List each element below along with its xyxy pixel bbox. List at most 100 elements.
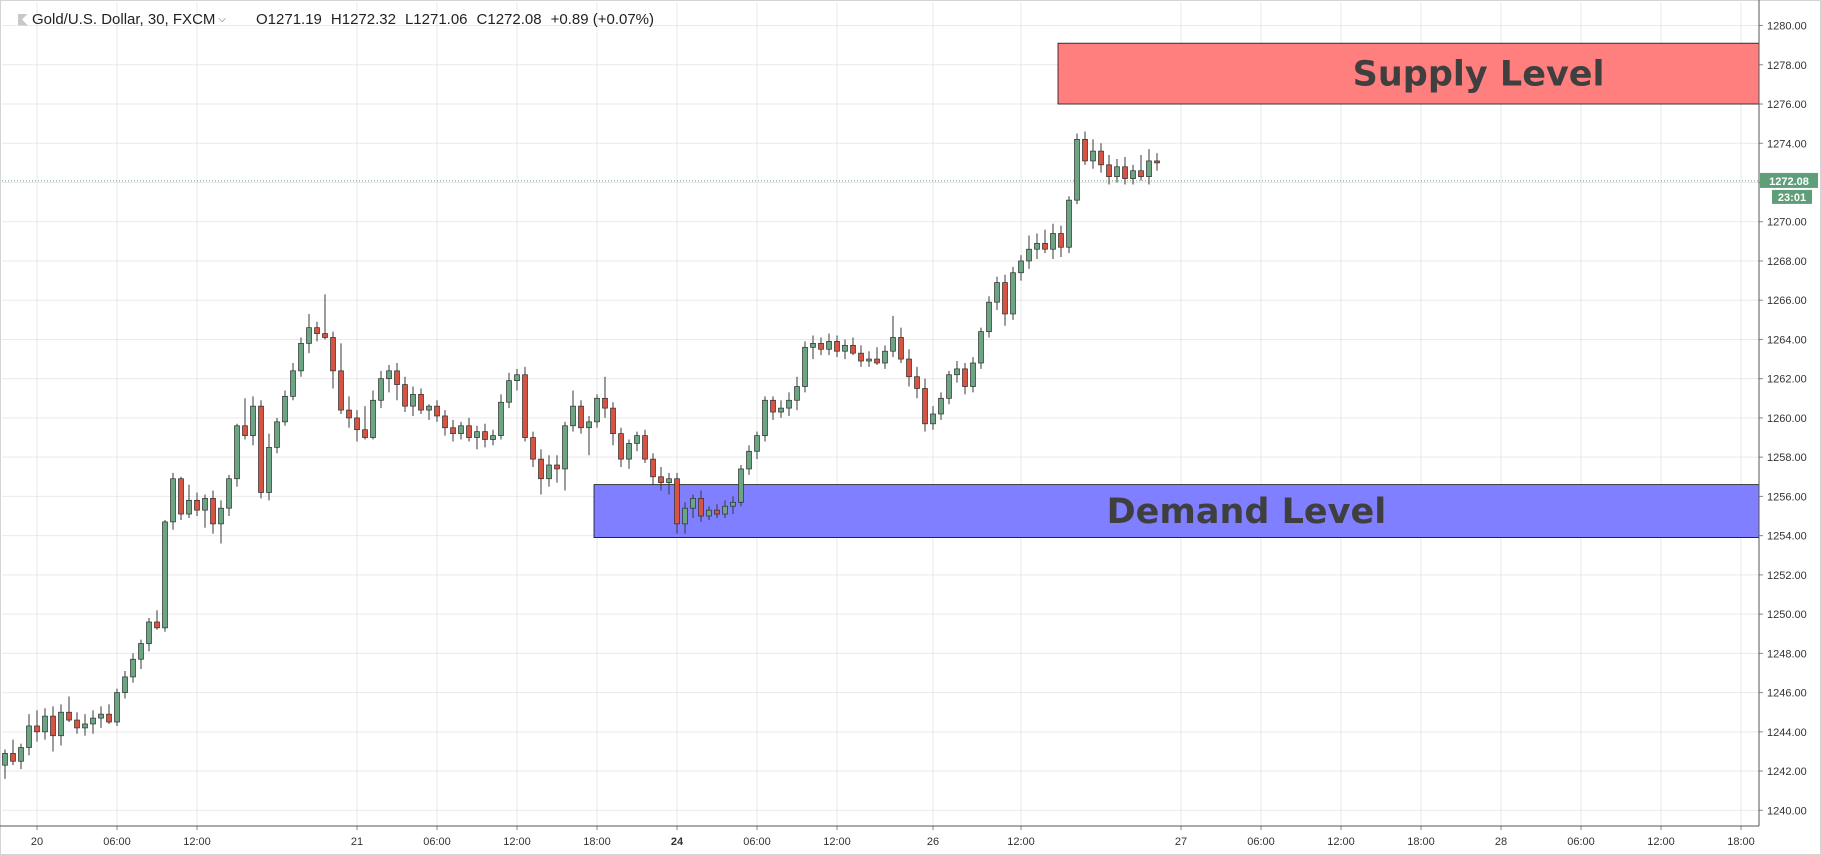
candle-body <box>962 368 968 387</box>
candle-body <box>770 399 776 413</box>
candle-body <box>754 435 760 452</box>
candle-body <box>1154 160 1160 164</box>
candle <box>698 490 704 522</box>
candle <box>106 704 112 724</box>
candle-body <box>1050 233 1056 250</box>
candle <box>762 396 768 442</box>
candle-body <box>362 429 368 438</box>
candle-body <box>634 435 640 444</box>
candle-body <box>1034 242 1040 250</box>
candle <box>66 696 72 723</box>
candle-body <box>298 343 304 372</box>
candle <box>378 370 384 409</box>
candle-body <box>426 405 432 411</box>
candle <box>1074 133 1080 205</box>
candle <box>626 439 632 469</box>
close-value: C1272.08 <box>476 11 542 28</box>
candle-body <box>1082 138 1088 162</box>
candle-body <box>66 711 72 721</box>
candle <box>1042 229 1048 254</box>
candle <box>170 472 176 530</box>
candle <box>618 427 624 467</box>
candle <box>42 708 48 740</box>
candle-body <box>1058 233 1064 248</box>
candle-body <box>1042 242 1048 250</box>
supply-level-label: Supply Level <box>1353 55 1605 95</box>
candle-body <box>842 344 848 352</box>
candle-body <box>562 425 568 470</box>
candle <box>1122 156 1128 185</box>
candle-body <box>802 346 808 387</box>
candle <box>18 743 24 770</box>
y-tick-label: 1246.00 <box>1767 688 1807 700</box>
candle <box>218 500 224 544</box>
candle <box>186 484 192 518</box>
x-tick-label: 28 <box>1495 836 1507 848</box>
candle <box>1026 235 1032 269</box>
candle <box>1018 255 1024 281</box>
candle-body <box>762 399 768 436</box>
candle-body <box>442 415 448 429</box>
candle-body <box>730 501 736 507</box>
chevron-down-icon[interactable]: ⌵ <box>218 14 226 25</box>
candle-body <box>850 344 856 354</box>
candle <box>842 339 848 360</box>
candle-body <box>1130 170 1136 179</box>
timer-tag <box>1772 189 1812 204</box>
symbol-name[interactable]: Gold/U.S. Dollar, 30, FXCM <box>32 11 216 28</box>
candle <box>538 449 544 495</box>
candle <box>690 494 696 518</box>
candle <box>914 366 920 399</box>
candle <box>818 337 824 356</box>
candle-body <box>626 443 632 460</box>
candle-body <box>690 498 696 509</box>
candle-body <box>90 717 96 725</box>
y-tick-label: 1262.00 <box>1767 374 1807 386</box>
candle <box>586 415 592 456</box>
candle <box>794 376 800 411</box>
candle <box>386 364 392 393</box>
candle-body <box>146 621 152 644</box>
candle-body <box>402 384 408 407</box>
y-tick-label: 1244.00 <box>1767 727 1807 739</box>
candle-body <box>370 399 376 438</box>
candle-body <box>538 458 544 480</box>
candle-body <box>386 370 392 380</box>
candle <box>1066 196 1072 254</box>
candle-body <box>1066 199 1072 248</box>
candle-body <box>610 407 616 434</box>
candle-body <box>490 435 496 440</box>
y-tick-label: 1266.00 <box>1767 295 1807 307</box>
y-tick-label: 1250.00 <box>1767 609 1807 621</box>
candle <box>530 431 536 467</box>
candle-body <box>482 431 488 440</box>
candle-body <box>546 464 552 480</box>
y-tick-label: 1274.00 <box>1767 138 1807 150</box>
symbol-legend: Gold/U.S. Dollar, 30, FXCM ⌵ O1271.19 H1… <box>18 11 654 28</box>
candle-body <box>234 425 240 480</box>
candle-body <box>1010 272 1016 315</box>
candle-body <box>306 327 312 344</box>
candle <box>1010 266 1016 320</box>
candle-body <box>906 358 912 378</box>
candle <box>338 343 344 414</box>
x-tick-label: 12:00 <box>1647 836 1675 848</box>
candle-body <box>106 713 112 723</box>
candle-body <box>178 478 184 515</box>
candle-body <box>1074 138 1080 201</box>
candle <box>298 337 304 377</box>
candle-body <box>122 676 128 693</box>
candle <box>362 406 368 440</box>
candle-body <box>74 719 80 729</box>
x-tick-label: 27 <box>1175 836 1187 848</box>
candle <box>90 710 96 734</box>
demand-zone <box>593 484 1760 538</box>
candle-body <box>1114 166 1120 177</box>
zones: Supply Level Demand Level <box>593 42 1760 538</box>
candle <box>130 653 136 683</box>
candle <box>274 417 280 454</box>
candle <box>946 370 952 405</box>
